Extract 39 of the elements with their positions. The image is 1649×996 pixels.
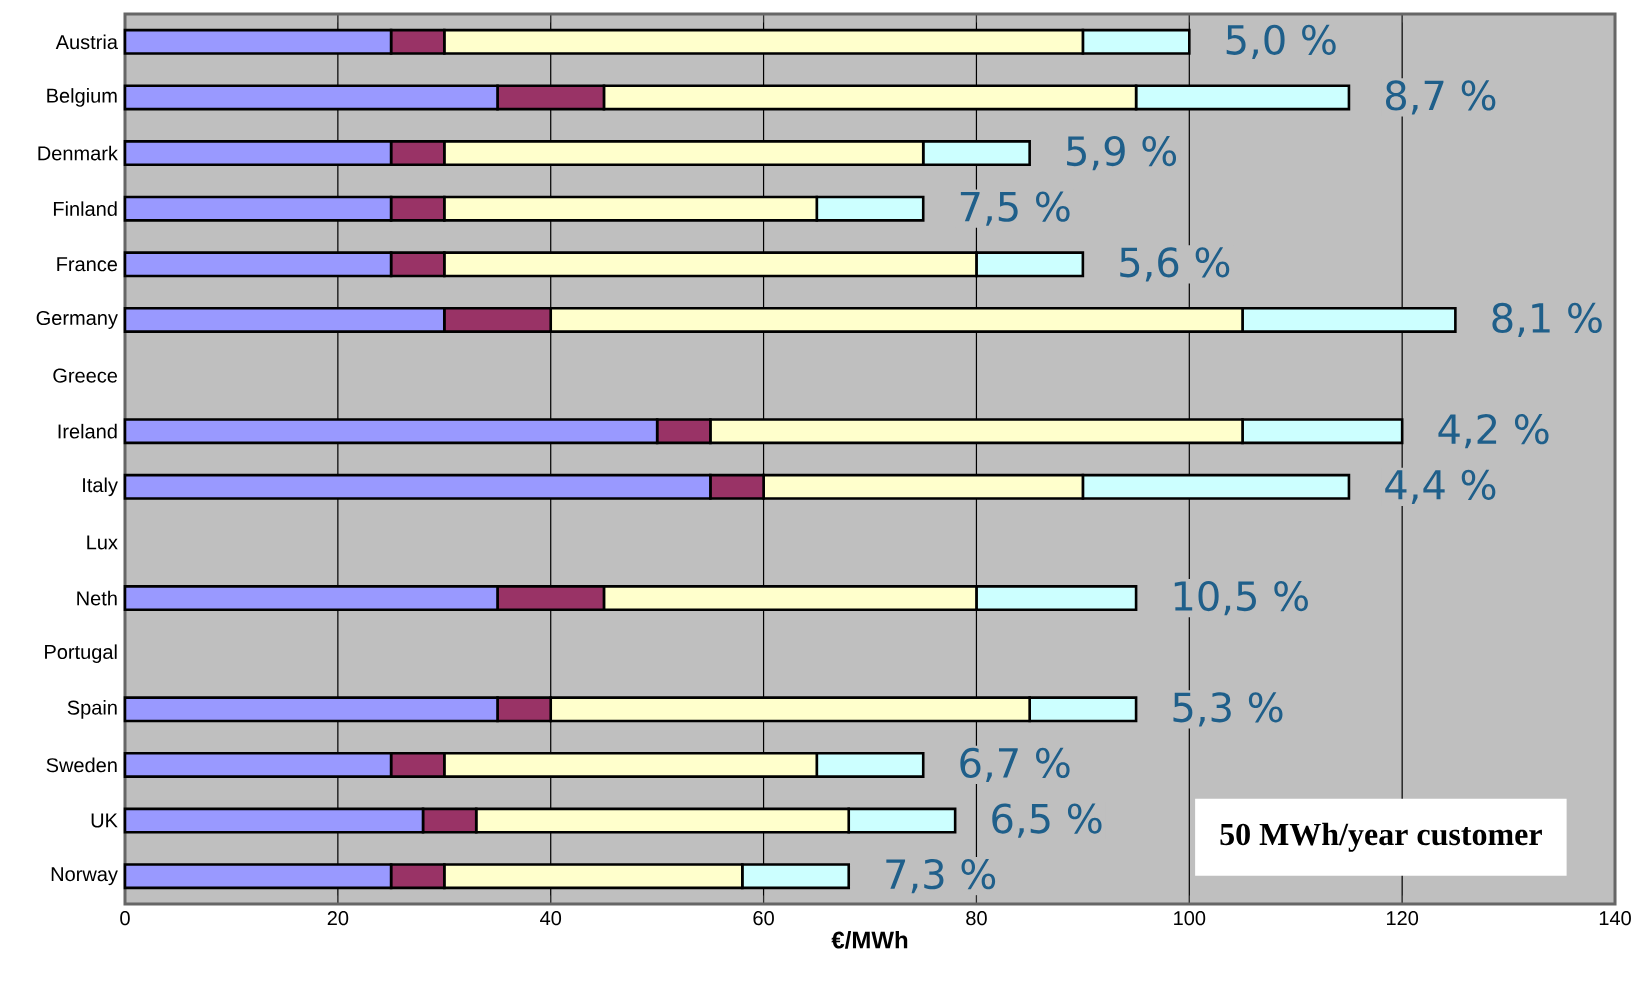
annotation: 8,1 %: [1492, 302, 1602, 338]
y-tick-label: Norway: [51, 867, 118, 886]
annotation: 4,4 %: [1385, 469, 1496, 504]
annotation: 6,7 %: [960, 747, 1070, 783]
annotation: 5,9 %: [1067, 135, 1177, 171]
annotation: 8,7 %: [1386, 80, 1496, 115]
x-tick-label: 0: [120, 911, 130, 926]
y-tick-label: UK: [91, 813, 118, 828]
annotation: 50 MWh/year customer: [1220, 822, 1542, 852]
annotation: 4,2 %: [1438, 414, 1549, 449]
y-tick-label: Finland: [53, 201, 117, 217]
y-tick-label: Greece: [53, 368, 118, 383]
x-tick-label: 40: [540, 911, 562, 926]
x-tick-label: 20: [327, 911, 349, 926]
y-tick-label: Neth: [77, 590, 117, 606]
x-tick-label: 140: [1599, 911, 1631, 926]
y-tick-label: France: [57, 257, 118, 272]
y-tick-label: Ireland: [58, 423, 117, 439]
x-tick-label: 60: [753, 911, 774, 926]
y-tick-label: Spain: [67, 700, 117, 719]
annotation: 7,5 %: [960, 191, 1070, 226]
x-tick-label: 100: [1174, 911, 1206, 926]
annotation: 5,3 %: [1173, 692, 1283, 727]
x-tick-label: 120: [1387, 911, 1419, 926]
y-tick-label: Belgium: [47, 88, 117, 107]
y-tick-label: Germany: [36, 310, 118, 329]
annotation: 10,5 %: [1174, 580, 1308, 616]
x-tick-label: 80: [966, 911, 987, 926]
y-tick-label: Portugal: [45, 644, 117, 664]
y-tick-label: Sweden: [46, 757, 117, 773]
annotation: 6,5 %: [992, 803, 1102, 838]
y-tick-label: Austria: [55, 34, 118, 50]
y-tick-label: Denmark: [38, 145, 118, 161]
annotation: 5,0 %: [1226, 24, 1336, 59]
x-axis-title: €/MWh: [831, 930, 908, 949]
y-tick-label: Lux: [87, 535, 118, 550]
y-tick-label: Italy: [83, 477, 118, 497]
annotation: 7,3 %: [886, 859, 996, 894]
annotation: 5,6 %: [1120, 247, 1230, 282]
